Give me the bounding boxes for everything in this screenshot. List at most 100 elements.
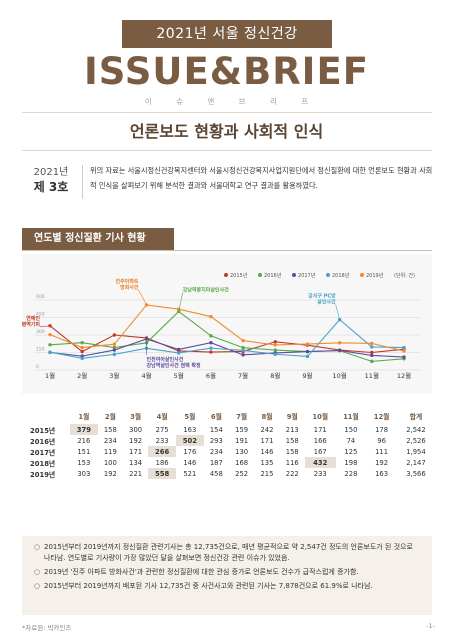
data-point [273,340,277,344]
data-point [241,348,245,353]
y-tick-label: 0 [36,364,39,370]
legend-label: 2018년 [332,272,350,279]
table-cell: 171 [313,425,327,434]
table-header-cell: 8월 [261,413,273,421]
data-point [48,324,52,328]
data-point [112,333,117,337]
x-tick-label: 2월 [77,371,87,380]
table-header-cell: 4월 [156,413,168,421]
data-point [112,342,117,346]
data-point [209,346,213,350]
data-point [48,350,52,354]
table-body: 2015년 379 158 300 275 163 154 159 242 213 171 150 17… [30,424,435,479]
table-cell: 234 [103,436,117,445]
table-cell: 293 [209,436,223,445]
table-header-cell: 합계 [409,413,423,421]
table-year-cell: 2018년 [30,459,56,468]
data-point [177,347,181,352]
issue-badge: 2021년 제 3호 [24,163,78,195]
note-text: 2015년부터 2019년까지 배포된 기사 12,735건 중 사건사고와 관… [44,582,373,590]
data-point [337,348,342,353]
x-tick-label: 6월 [206,371,216,380]
page-headline: 언론보도 현황과 사회적 인식 [129,122,324,141]
data-point [305,349,310,354]
legend-label: 2015년 [230,272,248,279]
annotation-label: 방화사건 [120,284,139,291]
note-item: ○ 2015년부터 2019년까지 배포된 기사 12,735건 중 사건사고와 … [34,581,420,592]
table-header-cell: 11월 [343,413,359,421]
table-cell: 146 [183,458,197,467]
table-cell: 521 [183,469,197,478]
table-cell: 228 [344,469,358,478]
table-row: 2015년 379 158 300 275 163 154 159 242 213 171 150 17… [30,424,435,435]
data-point [80,345,84,350]
table-cell: 2,147 [406,458,426,467]
x-tick-label: 10월 [333,371,347,380]
legend-marker [258,273,262,277]
report-title: ISSUE&BRIEF [84,50,369,93]
data-point [80,356,84,361]
annotation-leader [335,304,340,320]
table-cell: 151 [77,447,91,456]
x-tick-label: 7월 [238,371,248,380]
table-cell: 167 [313,447,327,456]
table-cell: 2,526 [406,436,426,445]
series-line [49,304,405,352]
table-cell: 215 [260,469,274,478]
table-cell: 125 [344,447,358,456]
data-point [402,345,406,350]
data-point [370,353,374,358]
data-point [177,351,181,355]
table-row: 2017년 151 119 171 266 176 234 130 146 158 167 125 11… [30,446,435,457]
table-cell: 166 [313,436,327,445]
table-cell: 134 [129,458,143,467]
source-note: *자료원: 빅카인즈 [22,624,72,632]
series-line [49,318,405,359]
table-cell: 153 [77,458,91,467]
notes-box: ○ 2015년부터 2019년까지 정신질환 관련기사는 총 12,735건으로,… [22,536,432,615]
data-point [48,343,52,347]
table-year-cell: 2019년 [30,470,56,479]
annotation-label: 병역기피 [22,321,40,328]
table-cell: 192 [129,436,143,445]
table-cell: 178 [375,425,389,434]
table-cell: 191 [235,436,249,445]
annotation-label: 살인사건 [317,299,336,306]
table-cell: 135 [260,458,274,467]
table-cell: 100 [103,458,117,467]
table-cell: 233 [155,436,169,445]
annotation-label: 진주아파트 [116,278,139,285]
table-cell: 96 [377,436,386,445]
table-cell: 130 [235,447,249,456]
table-cell: 432 [304,457,336,468]
table-header-cell: 3월 [130,413,142,421]
table-cell: 216 [77,436,91,445]
note-text: 2015년부터 2019년까지 정신질환 관련기사는 총 12,735건으로, … [44,543,413,562]
table-header-cell: 10월 [312,413,329,421]
data-point [370,350,374,355]
data-point [209,334,213,338]
annotation-label: 강남역살인사건 첨택 확정 [147,362,201,369]
intro-text: 위의 자료는 서울시정신건강복지센터와 서울시정신건강복지사업지원단에서 정신질… [90,166,433,190]
table-row: 2018년 153 100 134 186 146 187 168 135 116 432 198 19… [30,457,435,468]
report-subtitle: 이 슈 앤 브 리 프 [144,97,320,106]
series-line [49,325,405,354]
table-cell: 233 [313,469,327,478]
series-line [49,310,405,362]
data-point [112,352,117,357]
data-point [209,314,213,319]
table-header-cell: 6월 [210,413,222,421]
table-row: 2016년 216 234 192 233 502 293 191 171 158 166 74 96 2… [30,435,435,446]
table-cell: 300 [129,425,143,434]
data-point [48,332,52,337]
table-header-cell: 9월 [286,413,298,421]
table-header-cell: 5월 [184,413,196,421]
y-tick-label: 450 [36,312,45,318]
chart-background [22,254,432,394]
issue-year: 2021년 [33,167,69,178]
data-point [402,349,406,353]
table-cell: 252 [235,469,249,478]
data-point [241,353,245,357]
data-point [112,348,117,352]
legend-label: 2017년 [298,272,316,279]
